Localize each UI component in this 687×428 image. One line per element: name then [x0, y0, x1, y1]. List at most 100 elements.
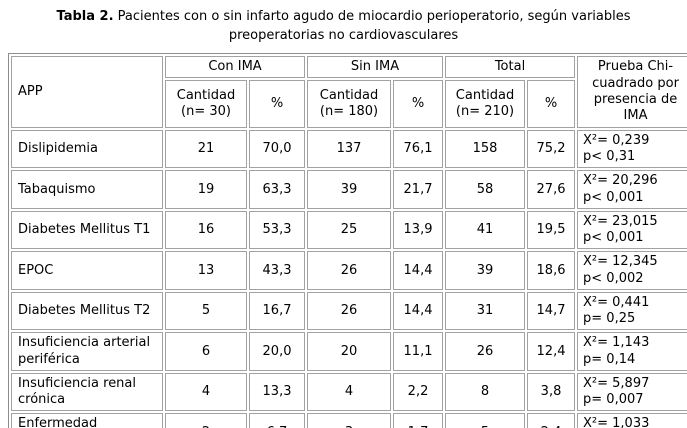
cell-con-pct: 6,7 [249, 413, 306, 428]
chi-value: X²= 0,239 [583, 132, 650, 148]
cell-total-pct: 18,6 [527, 251, 576, 290]
cell-con-cantidad: 4 [165, 372, 247, 412]
table-row: Insuficiencia renal crónica 4 13,3 4 2,2… [11, 372, 687, 412]
cell-sin-cantidad: 20 [307, 332, 392, 371]
p-value: p< 0,001 [583, 189, 644, 205]
cell-con-cantidad: 2 [165, 413, 247, 428]
cell-total-cantidad: 41 [445, 210, 526, 250]
cell-chi-test: X²= 12,345 p< 0,002 [577, 251, 687, 290]
header-total-cantidad: Cantidad (n= 210) [445, 79, 526, 128]
cell-sin-pct: 2,2 [393, 372, 444, 412]
cell-con-pct: 13,3 [249, 372, 306, 412]
cell-sin-cantidad: 25 [307, 210, 392, 250]
cell-sin-cantidad: 4 [307, 372, 392, 412]
header-group-con-ima: Con IMA [165, 55, 306, 78]
cell-chi-test: X²= 5,897 p= 0,007 [577, 372, 687, 412]
cell-con-pct: 20,0 [249, 332, 306, 371]
cell-con-cantidad: 13 [165, 251, 247, 290]
p-value: p= 0,007 [583, 392, 644, 408]
cell-con-pct: 63,3 [249, 170, 306, 209]
header-sin-cantidad: Cantidad (n= 180) [307, 79, 392, 128]
cell-sin-cantidad: 26 [307, 291, 392, 331]
cell-app: Insuficiencia arterial periférica [11, 332, 163, 371]
cell-total-pct: 19,5 [527, 210, 576, 250]
cell-chi-test: X²= 1,033p= 0,15 [577, 413, 687, 428]
cell-sin-cantidad: 26 [307, 251, 392, 290]
cell-total-cantidad: 158 [445, 129, 526, 169]
table-row: Dislipidemia 21 70,0 137 76,1 158 75,2 X… [11, 129, 687, 169]
table-caption-text: Pacientes con o sin infarto agudo de mio… [117, 9, 631, 43]
header-total-pct: % [527, 79, 576, 128]
cell-total-pct: 3,8 [527, 372, 576, 412]
cell-con-cantidad: 19 [165, 170, 247, 209]
cell-sin-cantidad: 137 [307, 129, 392, 169]
cell-chi-test: X²= 0,239 p< 0,31 [577, 129, 687, 169]
cell-con-pct: 43,3 [249, 251, 306, 290]
cell-sin-pct: 76,1 [393, 129, 444, 169]
header-con-pct: % [249, 79, 306, 128]
table-body: Dislipidemia 21 70,0 137 76,1 158 75,2 X… [11, 129, 687, 428]
cell-total-pct: 2,4 [527, 413, 576, 428]
cell-app: Dislipidemia [11, 129, 163, 169]
cell-con-cantidad: 16 [165, 210, 247, 250]
chi-value: X²= 1,143 [583, 335, 650, 351]
cell-total-cantidad: 26 [445, 332, 526, 371]
cell-total-cantidad: 58 [445, 170, 526, 209]
cell-total-cantidad: 31 [445, 291, 526, 331]
table-row: Insuficiencia arterial periférica 6 20,0… [11, 332, 687, 371]
p-value: p< 0,002 [583, 270, 644, 286]
cell-total-cantidad: 8 [445, 372, 526, 412]
data-table: APP Con IMA Sin IMA Total Prueba Chi-cua… [8, 52, 687, 428]
cell-total-cantidad: 5 [445, 413, 526, 428]
cell-chi-test: X²= 20,296 p< 0,001 [577, 170, 687, 209]
cell-sin-pct: 21,7 [393, 170, 444, 209]
cell-sin-pct: 1,7 [393, 413, 444, 428]
header-con-cantidad: Cantidad (n= 30) [165, 79, 247, 128]
p-value: p= 0,25 [583, 311, 636, 327]
cell-app: Enfermedad Cerebrovascular [11, 413, 163, 428]
table-row: Tabaquismo 19 63,3 39 21,7 58 27,6 X²= 2… [11, 170, 687, 209]
header-app: APP [11, 55, 163, 128]
header-group-total: Total [445, 55, 576, 78]
chi-value: X²= 0,441 [583, 294, 650, 310]
chi-value: X²= 1,033 [583, 416, 650, 428]
header-sub-row: Cantidad (n= 30) % Cantidad (n= 180) % C… [11, 79, 687, 128]
p-value: p= 0,14 [583, 351, 636, 367]
cell-sin-pct: 14,4 [393, 291, 444, 331]
cell-sin-cantidad: 3 [307, 413, 392, 428]
table-caption-label: Tabla 2. [56, 9, 114, 24]
cell-con-cantidad: 6 [165, 332, 247, 371]
cell-con-pct: 53,3 [249, 210, 306, 250]
cell-con-pct: 16,7 [249, 291, 306, 331]
cell-con-cantidad: 5 [165, 291, 247, 331]
header-chi-test: Prueba Chi-cuadrado por presencia de IMA [577, 55, 687, 128]
table-header: APP Con IMA Sin IMA Total Prueba Chi-cua… [11, 55, 687, 128]
p-value: p< 0,31 [583, 149, 636, 165]
chi-value: X²= 23,015 [583, 213, 658, 229]
cell-total-pct: 14,7 [527, 291, 576, 331]
cell-chi-test: X²= 23,015 p< 0,001 [577, 210, 687, 250]
cell-chi-test: X²= 0,441 p= 0,25 [577, 291, 687, 331]
table-row: Diabetes Mellitus T1 16 53,3 25 13,9 41 … [11, 210, 687, 250]
chi-value: X²= 12,345 [583, 254, 658, 270]
cell-app: Tabaquismo [11, 170, 163, 209]
table-row: EPOC 13 43,3 26 14,4 39 18,6 X²= 12,345 p… [11, 251, 687, 290]
table-row: Enfermedad Cerebrovascular 2 6,7 3 1,7 5… [11, 413, 687, 428]
cell-total-pct: 27,6 [527, 170, 576, 209]
cell-app: EPOC [11, 251, 163, 290]
cell-sin-pct: 11,1 [393, 332, 444, 371]
cell-app: Diabetes Mellitus T1 [11, 210, 163, 250]
cell-total-pct: 75,2 [527, 129, 576, 169]
table-caption: Tabla 2. Pacientes con o sin infarto agu… [29, 8, 659, 46]
cell-total-cantidad: 39 [445, 251, 526, 290]
cell-app: Diabetes Mellitus T2 [11, 291, 163, 331]
header-group-row: APP Con IMA Sin IMA Total Prueba Chi-cua… [11, 55, 687, 128]
cell-total-pct: 12,4 [527, 332, 576, 371]
p-value: p< 0,001 [583, 230, 644, 246]
header-sin-pct: % [393, 79, 444, 128]
chi-value: X²= 20,296 [583, 173, 658, 189]
cell-sin-cantidad: 39 [307, 170, 392, 209]
cell-chi-test: X²= 1,143 p= 0,14 [577, 332, 687, 371]
chi-value: X²= 5,897 [583, 375, 650, 391]
cell-app: Insuficiencia renal crónica [11, 372, 163, 412]
